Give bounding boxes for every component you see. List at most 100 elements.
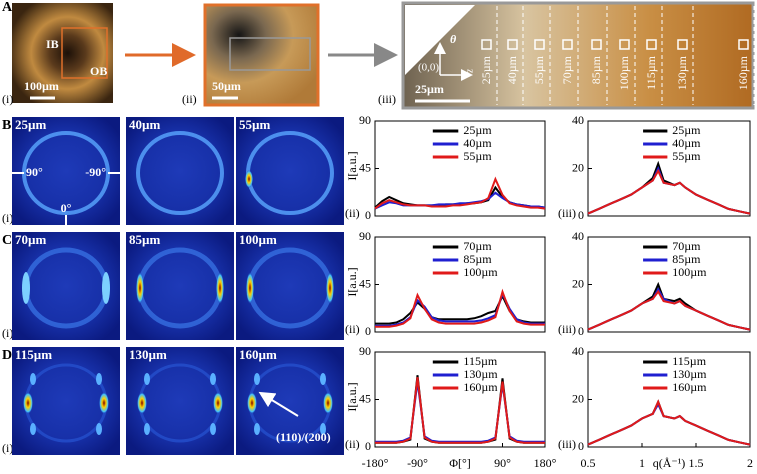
series-line — [374, 176, 546, 210]
y-tick-label: 0 — [365, 439, 371, 453]
panel-label: (ii) — [345, 437, 360, 451]
arc — [254, 423, 260, 435]
arc — [22, 272, 30, 304]
arc — [30, 373, 36, 385]
x-axis-label: q(Å⁻¹) — [653, 456, 686, 470]
position-marker — [562, 39, 573, 50]
y-tick-label: 45 — [359, 391, 371, 405]
y-axis-label: I[a.u.] — [345, 382, 359, 411]
legend-label: 115µm — [463, 354, 497, 368]
spot — [323, 392, 333, 414]
label: IB — [46, 37, 59, 51]
arc — [30, 423, 36, 435]
y-axis-label: I[a.u.] — [345, 267, 359, 296]
x-axis-label: Φ[°] — [449, 456, 471, 470]
mask — [405, 5, 475, 75]
legend-label: 25µm — [672, 123, 701, 137]
legend-label: 55µm — [672, 149, 701, 163]
position-marker — [534, 39, 545, 50]
y-tick-label: 90 — [359, 229, 371, 243]
legend-label: 100µm — [672, 265, 707, 279]
arc — [210, 423, 216, 435]
position-marker — [677, 39, 688, 50]
position-marker — [646, 39, 657, 50]
series-line — [375, 381, 545, 443]
image-label: 25µm — [15, 117, 46, 132]
x-tick-label: 180° — [534, 456, 557, 470]
roman: (i) — [2, 211, 13, 225]
selection-box — [229, 37, 311, 71]
spot — [137, 392, 147, 414]
arc — [320, 373, 326, 385]
position-label: 100µm — [617, 55, 631, 90]
panel-label: (iii) — [558, 206, 576, 220]
label: OB — [90, 64, 107, 78]
arrow-label: (110)/(200) — [276, 430, 331, 444]
image-label: 115µm — [15, 347, 52, 362]
panel-a: A (i) (ii) (iii) IB OB 100µm 50µm 25µm θ… — [2, 0, 755, 110]
pointer-arrow — [258, 391, 299, 417]
series-line — [375, 377, 545, 444]
panel-letter: C — [2, 233, 12, 248]
panel-label: (ii) — [345, 322, 360, 336]
y-tick-label: 90 — [359, 344, 371, 358]
y-tick-label: 90 — [359, 113, 371, 127]
position-label: 25µm — [479, 55, 493, 84]
roman: (i) — [2, 326, 13, 340]
y-tick-label: 0 — [578, 324, 584, 338]
x-tick-label: 1.5 — [689, 456, 704, 470]
series-line — [375, 288, 545, 328]
plot-frame — [587, 351, 751, 448]
spot — [99, 392, 109, 414]
x-tick-label: 2 — [747, 456, 753, 470]
y-tick-label: 0 — [578, 439, 584, 453]
plot-frame — [374, 236, 546, 333]
legend-label: 85µm — [672, 252, 701, 266]
legend-label: 25µm — [463, 123, 492, 137]
x-tick-label: 90° — [494, 456, 511, 470]
spot — [247, 392, 257, 414]
legend-label: 70µm — [463, 239, 492, 253]
y-tick-label: 20 — [572, 160, 584, 174]
legend-label: 100µm — [463, 265, 498, 279]
spot — [23, 392, 33, 414]
x-tick-label: -90° — [407, 456, 428, 470]
position-marker — [738, 39, 749, 50]
image-label: 160µm — [239, 347, 277, 362]
arc — [144, 423, 150, 435]
angle-label: 90° — [26, 165, 43, 179]
scale-label: 50µm — [212, 79, 241, 93]
position-label: 70µm — [560, 55, 574, 84]
plot-frame — [587, 236, 751, 333]
z-label: z — [465, 69, 476, 74]
series-line — [375, 375, 545, 444]
arc — [96, 423, 102, 435]
legend-label: 70µm — [672, 239, 701, 253]
legend-label: 40µm — [463, 136, 492, 150]
panel-letter: A — [2, 0, 13, 15]
legend-label: 160µm — [672, 380, 707, 394]
image-label: 40µm — [129, 117, 160, 132]
position-marker — [591, 39, 602, 50]
position-marker — [481, 39, 492, 50]
arc — [96, 373, 102, 385]
panel-letter: D — [2, 348, 12, 363]
micrograph-ii — [203, 3, 320, 107]
scale-label: 100µm — [24, 79, 59, 93]
legend-label: 40µm — [672, 136, 701, 150]
panel-label: (iii) — [558, 437, 576, 451]
spot — [213, 392, 223, 414]
series-line — [587, 160, 751, 215]
image-label: 85µm — [129, 232, 160, 247]
series-line — [587, 399, 751, 446]
angle-label: 0° — [61, 201, 72, 215]
legend-label: 115µm — [672, 354, 706, 368]
plot-frame — [374, 351, 546, 448]
y-tick-label: 0 — [365, 208, 371, 222]
arc — [254, 373, 260, 385]
legend-label: 55µm — [463, 149, 492, 163]
y-tick-label: 20 — [572, 276, 584, 290]
legend-label: 160µm — [463, 380, 498, 394]
arc — [136, 272, 144, 304]
